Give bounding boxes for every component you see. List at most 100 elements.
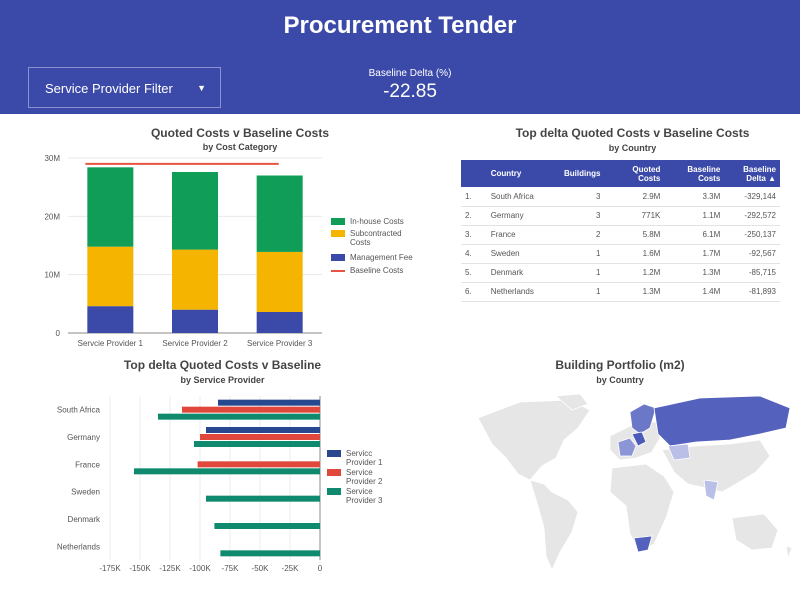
table-cell: 1.2M — [604, 263, 665, 283]
table-cell: 1.7M — [664, 244, 725, 264]
table-row: 4. Sweden 1 1.6M 1.7M -92,567 — [461, 244, 780, 264]
central-asia-shape — [667, 443, 691, 461]
table-cell: Denmark — [486, 263, 554, 283]
baseline-delta-scorecard: Baseline Delta (%) -22.85 — [330, 68, 490, 103]
table-row: 6. Netherlands 1 1.3M 1.4M -81,893 — [461, 282, 780, 302]
table-row: 3. France 2 5.8M 6.1M -250,137 — [461, 225, 780, 245]
table-cell: -329,144 — [724, 187, 780, 207]
table-cell: -92,567 — [724, 244, 780, 264]
chart2-title: Top delta Quoted Costs v Baseline — [123, 358, 322, 372]
y-tick-label: France — [75, 460, 100, 469]
table-cell: 6. — [461, 282, 487, 302]
x-tick-label: -25K — [282, 564, 300, 573]
table-cell: 4. — [461, 244, 487, 264]
bar — [220, 550, 320, 557]
table-cell: 3. — [461, 225, 487, 245]
legend-sp3: Service Provider 3 — [327, 487, 387, 505]
kpi-label: Baseline Delta (%) — [368, 68, 452, 79]
table-cell: -81,893 — [724, 282, 780, 302]
table-cell: 1.3M — [604, 282, 665, 302]
y-tick-label: Germany — [67, 433, 100, 442]
table-cell: 2 — [553, 225, 605, 245]
x-tick-label: -175K — [99, 564, 121, 573]
stacked-cost-chart[interactable]: 0 10M 20M 30M Servcie Provider 1 Service Prov… — [0, 150, 420, 355]
table-cell: Netherlands — [486, 282, 554, 302]
bar — [214, 523, 320, 529]
column-baseline-delta[interactable]: Baseline Delta ▲ — [724, 160, 780, 187]
country-delta-table: Country Buildings Quoted Costs Baseline … — [461, 160, 780, 302]
table-cell: 1 — [553, 263, 605, 283]
column-quoted-costs[interactable]: Quoted Costs — [604, 160, 665, 187]
russia-shape — [653, 395, 791, 447]
chart1-subtitle: by Cost Category — [202, 142, 278, 152]
table-cell: 1. — [461, 187, 487, 207]
bar-segment — [172, 309, 218, 333]
x-tick-label: -100K — [189, 564, 211, 573]
table-row: 2. Germany 3 771K 1.1M -292,572 — [461, 206, 780, 226]
table-cell: 1.4M — [664, 282, 725, 302]
table-cell: 1 — [553, 244, 605, 264]
bar — [197, 461, 320, 468]
bar-segment — [87, 167, 134, 247]
table-cell: 6.1M — [664, 225, 725, 245]
world-map[interactable] — [460, 388, 800, 578]
page-title: Procurement Tender — [283, 12, 517, 39]
x-tick-label: -75K — [222, 564, 240, 573]
legend-management-fee: Management Fee — [331, 253, 413, 262]
x-tick-label: -150K — [129, 564, 151, 573]
table-cell: 771K — [604, 206, 665, 226]
table-cell: 2. — [461, 206, 487, 226]
germany-shape — [631, 431, 647, 447]
table-cell: 3 — [553, 187, 605, 207]
table-cell: -250,137 — [724, 225, 780, 245]
bar — [158, 413, 320, 420]
service-provider-filter-dropdown[interactable]: Service Provider Filter ▼ — [28, 67, 221, 108]
greenland-shape — [555, 393, 589, 411]
bar-segment — [87, 246, 134, 307]
x-tick-label: -50K — [252, 564, 270, 573]
table-title: Top delta Quoted Costs v Baseline Costs — [515, 126, 750, 140]
legend-subcontracted: Subcontracted Costs — [331, 229, 416, 247]
legend-baseline: Baseline Costs — [331, 266, 403, 275]
x-tick-label: 0 — [318, 564, 323, 573]
legend-in-house: In-house Costs — [331, 217, 404, 226]
column-buildings[interactable]: Buildings — [553, 160, 605, 187]
column-baseline-costs[interactable]: Baseline Costs — [664, 160, 725, 187]
bar — [200, 434, 320, 440]
table-cell: 1.6M — [604, 244, 665, 264]
table-cell: 5. — [461, 263, 487, 283]
bar-segment — [172, 249, 218, 310]
x-tick-label: Servcie Provider 1 — [78, 339, 144, 348]
bar — [218, 399, 320, 406]
y-tick-label: 10M — [44, 271, 60, 280]
x-tick-label: Service Provider 3 — [247, 339, 313, 348]
bar — [182, 406, 320, 413]
bar-segment — [87, 306, 134, 333]
filter-label: Service Provider Filter — [45, 81, 173, 96]
y-tick-label: 20M — [44, 212, 60, 221]
scandinavia-shape — [629, 403, 657, 435]
chart1-title: Quoted Costs v Baseline Costs — [150, 126, 330, 140]
table-row: 5. Denmark 1 1.2M 1.3M -85,715 — [461, 263, 780, 283]
south-africa-shape — [633, 535, 653, 553]
y-tick-label: 30M — [44, 154, 60, 163]
y-tick-label: Netherlands — [57, 542, 100, 551]
chevron-down-icon: ▼ — [197, 83, 206, 93]
table-cell: -292,572 — [724, 206, 780, 226]
north-america-shape — [477, 399, 591, 481]
table-cell: South Africa — [486, 187, 554, 207]
y-tick-label: 0 — [56, 329, 61, 338]
column-country[interactable]: Country — [486, 160, 554, 187]
table-cell: 1.3M — [664, 263, 725, 283]
table-cell: 2.9M — [604, 187, 665, 207]
india-shape — [703, 479, 719, 501]
kpi-value: -22.85 — [383, 81, 437, 102]
x-tick-label: -125K — [159, 564, 181, 573]
table-cell: -85,715 — [724, 263, 780, 283]
provider-delta-chart[interactable]: -175K -150K -125K -100K -75K -50K -25K 0 South A… — [0, 392, 420, 582]
legend-sp1: Servicc Provider 1 — [327, 449, 387, 467]
africa-shape — [609, 463, 675, 553]
bar — [206, 495, 320, 502]
bar-segment — [172, 172, 218, 250]
table-cell: Germany — [486, 206, 554, 226]
